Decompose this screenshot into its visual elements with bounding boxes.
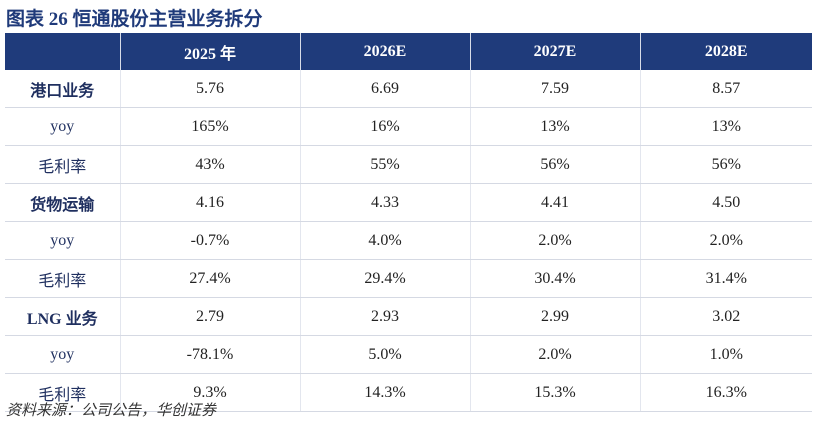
cell: 2.0% bbox=[640, 221, 812, 260]
cell: 13% bbox=[470, 107, 641, 146]
cell: 5.0% bbox=[300, 335, 471, 374]
cell: 31.4% bbox=[640, 259, 812, 298]
cell: 2.99 bbox=[470, 297, 641, 336]
cell: 5.76 bbox=[120, 70, 301, 108]
cell: 2.79 bbox=[120, 297, 301, 336]
cell: 56% bbox=[470, 145, 641, 184]
cell: 16.3% bbox=[640, 373, 812, 412]
row-label: 货物运输 bbox=[5, 183, 121, 222]
cell: 4.0% bbox=[300, 221, 471, 260]
title: 图表 26 恒通股份主营业务拆分 bbox=[6, 9, 263, 30]
table-row: yoy 165% 16% 13% 13% bbox=[5, 107, 812, 146]
table-row: 毛利率 43% 55% 56% 56% bbox=[5, 145, 812, 184]
column-header bbox=[5, 33, 121, 70]
cell: 55% bbox=[300, 145, 471, 184]
row-label: 毛利率 bbox=[5, 373, 121, 412]
table-row: LNG 业务 2.79 2.93 2.99 3.02 bbox=[5, 297, 812, 336]
cell: 9.3% bbox=[120, 373, 301, 412]
table-row: 港口业务 5.76 6.69 7.59 8.57 bbox=[5, 70, 812, 108]
column-header: 2027E bbox=[470, 33, 641, 70]
source: 资料来源：公司公告，华创证券 bbox=[6, 403, 217, 419]
cell: 14.3% bbox=[300, 373, 471, 412]
table-row: 毛利率 27.4% 29.4% 30.4% 31.4% bbox=[5, 259, 812, 298]
cell: 56% bbox=[640, 145, 812, 184]
cell: 1.0% bbox=[640, 335, 812, 374]
cell: 29.4% bbox=[300, 259, 471, 298]
cell: 30.4% bbox=[470, 259, 641, 298]
table-row: 货物运输 4.16 4.33 4.41 4.50 bbox=[5, 183, 812, 222]
row-label: yoy bbox=[5, 107, 121, 146]
cell: 43% bbox=[120, 145, 301, 184]
cell: 4.16 bbox=[120, 183, 301, 222]
table-row: yoy -0.7% 4.0% 2.0% 2.0% bbox=[5, 221, 812, 260]
row-label: LNG 业务 bbox=[5, 297, 121, 336]
header-row: 2025 年 2026E 2027E 2028E bbox=[5, 33, 812, 70]
cell: 13% bbox=[640, 107, 812, 146]
cell: 4.41 bbox=[470, 183, 641, 222]
table-row: yoy -78.1% 5.0% 2.0% 1.0% bbox=[5, 335, 812, 374]
table: 2025 年 2026E 2027E 2028E 港口业务 5.76 6.69 7.59 8.… bbox=[5, 33, 812, 412]
cell: 4.33 bbox=[300, 183, 471, 222]
cell: 2.0% bbox=[470, 335, 641, 374]
cell: 2.93 bbox=[300, 297, 471, 336]
cell: 15.3% bbox=[470, 373, 641, 412]
column-header: 2028E bbox=[640, 33, 812, 70]
column-header: 2025 年 bbox=[120, 33, 301, 70]
cell: 6.69 bbox=[300, 70, 471, 108]
cell: 16% bbox=[300, 107, 471, 146]
cell: 3.02 bbox=[640, 297, 812, 336]
column-header: 2026E bbox=[300, 33, 471, 70]
cell: 8.57 bbox=[640, 70, 812, 108]
cell: 165% bbox=[120, 107, 301, 146]
row-label: 毛利率 bbox=[5, 259, 121, 298]
cell: 4.50 bbox=[640, 183, 812, 222]
row-label: 毛利率 bbox=[5, 145, 121, 184]
row-label: yoy bbox=[5, 335, 121, 374]
cell: 2.0% bbox=[470, 221, 641, 260]
table-body: 港口业务 5.76 6.69 7.59 8.57 yoy 165% 16% 13% 13% 毛利率 4… bbox=[5, 70, 812, 412]
row-label: 港口业务 bbox=[5, 70, 121, 108]
row-label: yoy bbox=[5, 221, 121, 260]
cell: 27.4% bbox=[120, 259, 301, 298]
cell: -0.7% bbox=[120, 221, 301, 260]
cell: 7.59 bbox=[470, 70, 641, 108]
cell: -78.1% bbox=[120, 335, 301, 374]
table-row: 毛利率 9.3% 14.3% 15.3% 16.3% bbox=[5, 373, 812, 412]
